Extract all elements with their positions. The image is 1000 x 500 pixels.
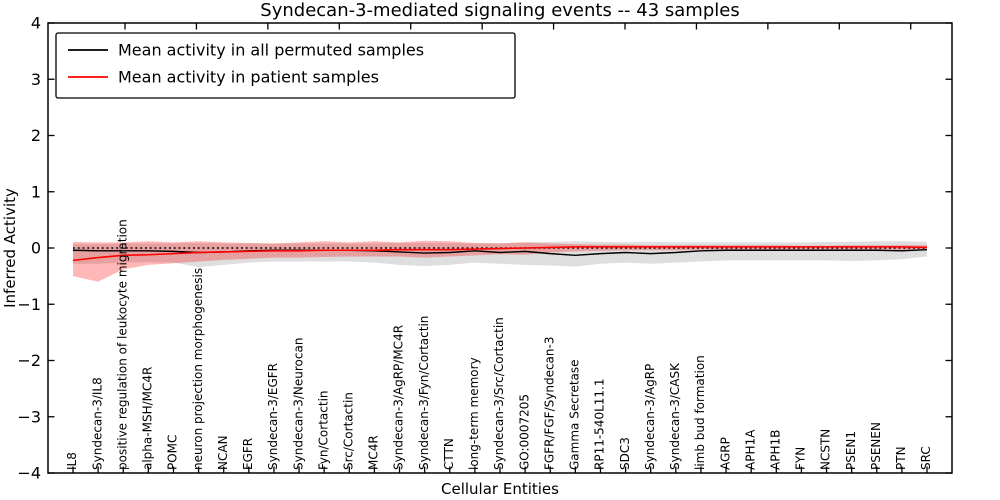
axis-ticks bbox=[48, 22, 952, 474]
x-tick-label: NCAN bbox=[216, 435, 230, 470]
y-axis-label: Inferred Activity bbox=[1, 188, 19, 308]
y-tick-label: 0 bbox=[31, 239, 41, 258]
x-tick-label: PSENEN bbox=[869, 422, 883, 470]
x-tick-label: limb bud formation bbox=[693, 355, 707, 470]
y-tick-label: 3 bbox=[31, 70, 41, 89]
x-tick-label: neuron projection morphogenesis bbox=[191, 268, 205, 470]
x-tick-label: Syndecan-3/Fyn/Cortactin bbox=[417, 316, 431, 470]
x-axis-label: Cellular Entities bbox=[441, 480, 559, 498]
y-tick-label: −2 bbox=[17, 351, 41, 370]
x-tick-label: PSEN1 bbox=[844, 431, 858, 470]
x-tick-label: IL8 bbox=[65, 452, 79, 470]
y-tick-label: −4 bbox=[17, 464, 41, 483]
x-tick-label: AGRP bbox=[718, 437, 732, 470]
y-tick-label: −3 bbox=[17, 407, 41, 426]
x-tick-label: long-term memory bbox=[467, 357, 481, 470]
x-tick-label: MC4R bbox=[367, 435, 381, 470]
mean-line-patient bbox=[72, 246, 928, 262]
chart-title: Syndecan-3-mediated signaling events -- … bbox=[260, 0, 739, 21]
x-tick-label: Syndecan-3/Neurocan bbox=[291, 338, 305, 470]
x-tick-label: APH1B bbox=[768, 430, 782, 470]
y-tick-label: 4 bbox=[31, 14, 41, 33]
x-tick-label: SDC3 bbox=[618, 437, 632, 470]
x-tick-label: Syndecan-3/IL8 bbox=[90, 377, 104, 470]
band-permuted bbox=[73, 241, 927, 268]
x-tick-label: GO:0007205 bbox=[517, 394, 531, 470]
x-tick-label: Src/Cortactin bbox=[341, 392, 355, 470]
x-tick-label: positive regulation of leukocyte migrati… bbox=[115, 219, 129, 470]
x-tick-label: Syndecan-3/AgRP/MC4R bbox=[392, 325, 406, 470]
y-tick-label: 1 bbox=[31, 182, 41, 201]
x-tick-labels: IL8 Syndecan-3/IL8 positive regulation of … bbox=[65, 219, 933, 470]
x-tick-label: EGFR bbox=[241, 438, 255, 470]
x-tick-label: Syndecan-3/EGFR bbox=[266, 363, 280, 470]
x-tick-label: Fyn/Cortactin bbox=[316, 390, 330, 470]
x-tick-label: CTTN bbox=[442, 438, 456, 470]
x-tick-label: Gamma Secretase bbox=[568, 359, 582, 470]
x-tick-label: FYN bbox=[794, 447, 808, 470]
legend-box bbox=[55, 32, 516, 99]
x-tick-label: FGFR/FGF/Syndecan-3 bbox=[542, 337, 556, 470]
x-tick-label: PTN bbox=[894, 446, 908, 470]
x-tick-label: Syndecan-3/Src/Cortactin bbox=[492, 317, 506, 470]
y-tick-labels: −4 −3 −2 −1 0 1 2 3 4 bbox=[17, 14, 41, 483]
x-tick-label: SRC bbox=[919, 446, 933, 470]
x-tick-label: Syndecan-3/CASK bbox=[668, 362, 682, 470]
x-tick-label: POMC bbox=[166, 435, 180, 470]
legend: Mean activity in all permuted samples Mea… bbox=[55, 32, 516, 99]
x-tick-label: RP11-540L11.1 bbox=[593, 379, 607, 470]
x-tick-label: NCSTN bbox=[819, 429, 833, 470]
legend-label: Mean activity in patient samples bbox=[118, 68, 379, 87]
series-lines bbox=[72, 246, 928, 262]
y-tick-label: 2 bbox=[31, 126, 41, 145]
x-tick-label: Syndecan-3/AgRP bbox=[643, 364, 657, 470]
y-tick-label: −1 bbox=[17, 295, 41, 314]
x-tick-label: alpha-MSH/MC4R bbox=[141, 367, 155, 470]
x-tick-label: APH1A bbox=[743, 429, 757, 470]
legend-label: Mean activity in all permuted samples bbox=[118, 41, 424, 60]
